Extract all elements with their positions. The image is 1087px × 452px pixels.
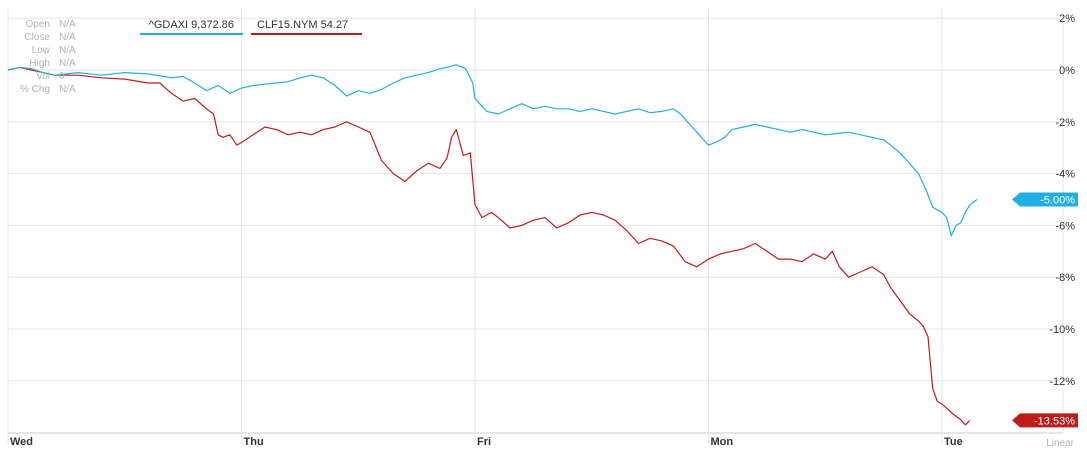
y-axis: 2% 0% -2% -4% -6% -8% -10% -12% (1049, 13, 1075, 388)
series-line-clf[interactable] (7, 66, 971, 426)
legend-label-dax: ^GDAXI 9,372.86 (148, 19, 234, 31)
x-tick-label: Mon (711, 436, 734, 448)
ohlc-row-close: Close N/A (8, 31, 76, 44)
ohlc-value: N/A (59, 45, 76, 56)
ohlc-label: Open (25, 19, 50, 30)
y-tick-label: -10% (1049, 324, 1075, 336)
ohlc-panel: Open N/A Close N/A Low N/A High N/A Vol … (8, 18, 76, 96)
ohlc-row-open: Open N/A (8, 18, 76, 31)
x-tick-label: Thu (244, 436, 264, 448)
legend-item-clf[interactable]: CLF15.NYM 54.27 (251, 19, 362, 35)
ohlc-row-high: High N/A (8, 57, 76, 70)
ohlc-label: Close (24, 32, 50, 43)
ohlc-label: High (29, 58, 50, 69)
last-value-badge-dax: -5.00% (1012, 192, 1078, 207)
ohlc-label: % Chg (19, 84, 50, 95)
ohlc-value: N/A (59, 58, 76, 69)
x-axis: Wed Thu Fri Mon Tue (10, 436, 963, 448)
legend-item-dax[interactable]: ^GDAXI 9,372.86 (140, 19, 243, 35)
x-tick-label: Wed (10, 436, 33, 448)
series-line-dax[interactable] (7, 64, 978, 237)
y-tick-label: -12% (1049, 376, 1075, 388)
ohlc-value: 0 (59, 71, 65, 82)
scale-type-label[interactable]: Linear (1046, 438, 1074, 449)
x-tick-label: Fri (477, 436, 491, 448)
badge-shape (1012, 413, 1078, 428)
badge-label: -13.53% (1034, 415, 1075, 427)
last-value-badges: -5.00% -13.53% (1012, 192, 1078, 428)
ohlc-row-vol: Vol 0 (8, 70, 76, 83)
y-tick-label: -6% (1055, 220, 1075, 232)
chart-series (7, 64, 978, 426)
y-tick-label: 0% (1059, 65, 1075, 77)
y-tick-label: -2% (1055, 117, 1075, 129)
x-tick-label: Tue (944, 436, 963, 448)
ohlc-value: N/A (59, 84, 76, 95)
badge-shape (1012, 192, 1078, 207)
y-tick-label: -8% (1055, 272, 1075, 284)
y-tick-label: 2% (1059, 13, 1075, 25)
ohlc-row-pct-chg: % Chg N/A (8, 83, 76, 96)
last-value-badge-clf: -13.53% (1012, 413, 1078, 428)
ohlc-value: N/A (59, 19, 76, 30)
chart-grid (7, 8, 1064, 444)
legend-label-clf: CLF15.NYM 54.27 (257, 19, 349, 31)
ohlc-label: Low (31, 45, 50, 56)
ohlc-label: Vol (36, 71, 50, 82)
badge-label: -5.00% (1040, 195, 1075, 207)
ohlc-row-low: Low N/A (8, 44, 76, 57)
y-tick-label: -4% (1055, 169, 1075, 181)
ohlc-value: N/A (59, 32, 76, 43)
